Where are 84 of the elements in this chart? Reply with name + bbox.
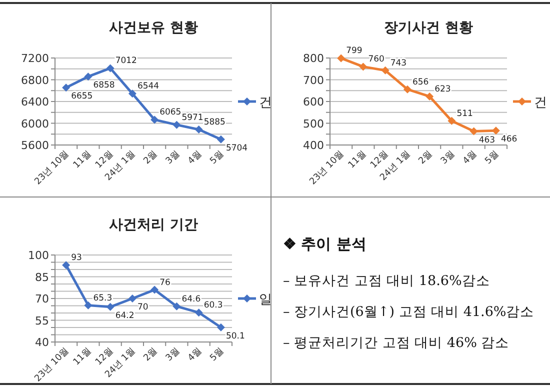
point bbox=[172, 120, 181, 129]
point bbox=[128, 294, 136, 302]
data-label: 743 bbox=[390, 58, 407, 68]
y-tick-label: 40 bbox=[35, 336, 49, 349]
y-tick-label: 800 bbox=[303, 52, 324, 65]
point bbox=[62, 261, 70, 270]
x-tick-label: 4월 bbox=[186, 346, 204, 364]
data-label: 76 bbox=[160, 278, 170, 288]
x-tick-label: 2월 bbox=[417, 149, 435, 167]
data-label: 623 bbox=[434, 84, 451, 94]
x-tick-label: 3월 bbox=[164, 346, 182, 364]
point bbox=[194, 308, 203, 317]
x-tick-label: 5월 bbox=[484, 149, 502, 167]
point bbox=[426, 92, 434, 100]
x-tick-label: 3월 bbox=[164, 149, 182, 167]
y-tick-label: 400 bbox=[303, 139, 324, 152]
point bbox=[216, 323, 225, 332]
data-label: 656 bbox=[412, 77, 429, 88]
text: – 보유사건 고점 대비 18.6%감소 bbox=[283, 273, 490, 289]
chart-title: 사건보유 현황 bbox=[109, 20, 198, 36]
data-label: 6858 bbox=[93, 80, 115, 91]
y-tick-label: 6800 bbox=[21, 74, 49, 87]
point bbox=[62, 84, 70, 92]
point bbox=[403, 85, 412, 94]
data-label: 799 bbox=[346, 46, 362, 56]
data-label: 760 bbox=[368, 54, 384, 65]
legend-label: 건 bbox=[259, 96, 272, 110]
data-label: 6655 bbox=[71, 92, 93, 102]
y-tick-label: 6000 bbox=[21, 117, 49, 130]
y-tick-label: 55 bbox=[35, 314, 49, 328]
x-tick-label: 2월 bbox=[142, 149, 160, 167]
x-tick-label: 4월 bbox=[186, 149, 204, 167]
point bbox=[381, 66, 390, 74]
text: – 장기사건(6월↑) 고점 대비 41.6%감소 bbox=[283, 304, 534, 320]
data-label: 5885 bbox=[204, 118, 226, 128]
point bbox=[128, 90, 136, 98]
x-tick-label: 5월 bbox=[208, 149, 226, 167]
data-label: 65.3 bbox=[93, 293, 112, 304]
x-tick-label: 4월 bbox=[461, 149, 479, 167]
point bbox=[172, 302, 181, 310]
data-label: 70 bbox=[137, 302, 148, 312]
data-label: 64.2 bbox=[115, 310, 134, 321]
data-label: 511 bbox=[456, 108, 473, 119]
text: – 평균처리기간 고점 대비 46% 감소 bbox=[283, 335, 510, 351]
x-tick-label: 3월 bbox=[439, 149, 457, 167]
data-label: 5971 bbox=[182, 112, 204, 123]
y-tick-label: 70 bbox=[35, 292, 49, 306]
point bbox=[448, 116, 456, 125]
data-label: 463 bbox=[478, 135, 496, 146]
chart-title: 사건처리 기간 bbox=[109, 217, 198, 233]
point bbox=[359, 62, 368, 71]
y-tick-label: 100 bbox=[28, 249, 49, 262]
point bbox=[216, 135, 225, 144]
text: ❖ 추이 분석 bbox=[283, 235, 366, 253]
data-label: 50.1 bbox=[226, 331, 245, 342]
point bbox=[470, 127, 478, 136]
data-label: 5704 bbox=[226, 143, 248, 154]
point bbox=[106, 302, 114, 311]
y-tick-label: 700 bbox=[303, 74, 324, 87]
y-tick-label: 5600 bbox=[21, 139, 49, 152]
point bbox=[150, 286, 159, 294]
point bbox=[194, 126, 203, 134]
x-tick-label: 5월 bbox=[208, 346, 226, 364]
y-tick-label: 500 bbox=[303, 117, 324, 130]
point bbox=[84, 301, 92, 310]
data-label: 93 bbox=[71, 253, 82, 264]
x-tick-label: 2월 bbox=[142, 346, 160, 364]
y-tick-label: 85 bbox=[35, 270, 49, 284]
point bbox=[106, 64, 114, 72]
data-label: 7012 bbox=[115, 56, 137, 66]
point bbox=[337, 54, 346, 62]
point bbox=[150, 116, 159, 124]
data-label: 6065 bbox=[160, 108, 182, 118]
point bbox=[84, 72, 92, 81]
data-label: 6544 bbox=[137, 82, 160, 92]
chart-title: 장기사건 현황 bbox=[384, 20, 473, 36]
y-tick-label: 7200 bbox=[21, 52, 49, 65]
y-tick-label: 600 bbox=[303, 96, 324, 108]
data-label: 466 bbox=[500, 134, 518, 145]
legend-label: 건 bbox=[534, 96, 547, 110]
data-label: 60.3 bbox=[204, 300, 223, 311]
y-tick-label: 6400 bbox=[21, 96, 49, 108]
legend-label: 일 bbox=[259, 292, 272, 308]
data-label: 64.6 bbox=[182, 294, 201, 304]
